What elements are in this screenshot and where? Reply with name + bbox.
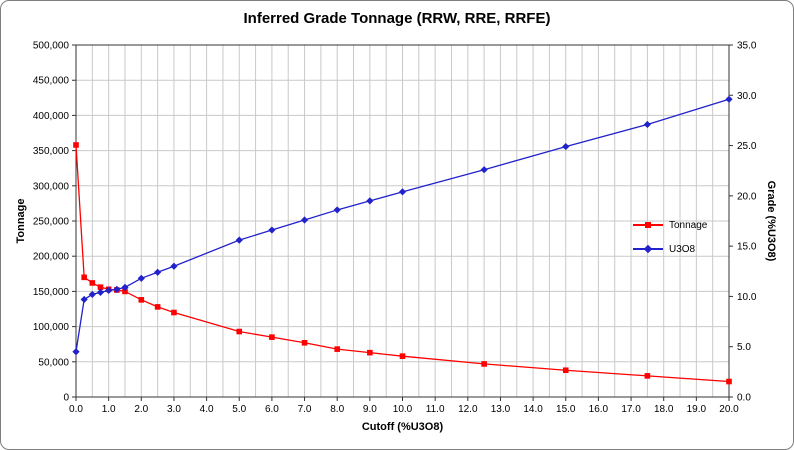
y-right-tick-label: 10.0 (737, 292, 757, 303)
x-tick-label: 0.0 (69, 404, 83, 415)
y-right-tick-label: 35.0 (737, 41, 757, 52)
u3o8-data-point (80, 295, 88, 304)
y-left-tick-label: 300,000 (33, 181, 70, 192)
x-tick-label: 4.0 (200, 404, 214, 415)
u3o8-data-point (121, 283, 129, 291)
x-tick-label: 13.0 (491, 404, 511, 415)
x-tick-label: 12.0 (458, 404, 478, 415)
x-tick-label: 3.0 (167, 404, 181, 415)
x-tick-label: 1.0 (102, 404, 116, 415)
y-right-tick-label: 0.0 (737, 393, 751, 404)
y-left-tick-label: 150,000 (33, 287, 70, 298)
tonnage-data-point (367, 349, 373, 356)
legend-entry-tonnage: Tonnage (633, 213, 707, 237)
u3o8-data-point (562, 142, 570, 151)
tonnage-data-point (334, 346, 340, 352)
u3o8-data-point (137, 274, 145, 282)
legend: Tonnage U3O8 (633, 213, 707, 261)
x-tick-label: 9.0 (363, 404, 377, 415)
x-tick-label: 5.0 (232, 404, 246, 415)
u3o8-data-point (96, 288, 105, 297)
legend-entry-u3o8: U3O8 (633, 237, 707, 261)
x-tick-label: 15.0 (556, 404, 576, 415)
tonnage-data-point (171, 309, 177, 316)
u3o8-data-point (170, 262, 178, 270)
y-left-tick-label: 250,000 (33, 217, 70, 228)
tonnage-data-point (481, 361, 487, 367)
y-right-tick-label: 20.0 (737, 191, 757, 202)
x-tick-label: 19.0 (687, 404, 707, 415)
u3o8-data-point (113, 285, 121, 293)
y-right-tick-label: 25.0 (737, 141, 757, 152)
chart-title: Inferred Grade Tonnage (RRW, RRE, RRFE) (243, 10, 551, 27)
tonnage-data-point (73, 142, 79, 148)
y-right-tick-label: 30.0 (737, 91, 757, 102)
x-tick-label: 20.0 (719, 404, 739, 415)
tonnage-data-point (562, 367, 569, 374)
y-left-tick-label: 400,000 (33, 111, 70, 122)
y-left-tick-label: 50,000 (38, 357, 69, 368)
y-left-tick-label: 450,000 (33, 76, 70, 87)
tonnage-data-point (154, 304, 161, 310)
x-tick-label: 10.0 (393, 404, 413, 415)
u3o8-data-point (398, 188, 407, 196)
x-tick-label: 18.0 (654, 404, 674, 415)
u3o8-data-point (366, 197, 374, 205)
tonnage-data-point (138, 297, 145, 303)
x-tick-label: 6.0 (265, 404, 279, 415)
tonnage-data-point (122, 288, 128, 295)
tonnage-data-point (89, 280, 96, 286)
tonnage-data-point (399, 353, 406, 359)
y-left-tick-label: 500,000 (33, 41, 70, 52)
x-tick-label: 17.0 (621, 404, 641, 415)
y-left-tick-label: 100,000 (33, 322, 70, 333)
x-tick-label: 7.0 (298, 404, 312, 415)
tonnage-legend-swatch (633, 220, 663, 230)
legend-label-tonnage: Tonnage (669, 219, 708, 231)
tonnage-data-point (726, 378, 732, 385)
x-tick-label: 8.0 (330, 404, 344, 415)
x-tick-label: 2.0 (134, 404, 148, 415)
y-left-tick-label: 350,000 (33, 146, 70, 157)
square-marker-icon (645, 222, 651, 228)
u3o8-data-point (725, 95, 733, 103)
u3o8-data-point (480, 166, 488, 174)
u3o8-data-point (333, 206, 341, 214)
u3o8-data-point (643, 120, 651, 129)
x-tick-label: 14.0 (523, 404, 543, 415)
tonnage-data-point (301, 339, 308, 346)
x-tick-label: 11.0 (426, 404, 445, 415)
tonnage-data-point (644, 373, 651, 379)
y-right-tick-label: 5.0 (737, 342, 751, 353)
u3o8-legend-swatch (633, 244, 663, 254)
u3o8-data-point (154, 268, 162, 276)
u3o8-data-point (268, 226, 276, 234)
tonnage-data-point (81, 274, 87, 281)
diamond-marker-icon (643, 244, 653, 254)
x-tick-label: 16.0 (589, 404, 609, 415)
y-right-tick-label: 15.0 (737, 242, 757, 253)
tonnage-data-point (236, 328, 243, 335)
y-left-axis-title: Tonnage (15, 198, 27, 244)
y-left-tick-label: 200,000 (33, 252, 70, 263)
u3o8-data-point (235, 236, 243, 244)
u3o8-data-point (105, 286, 113, 294)
y-left-tick-label: 0 (63, 393, 69, 404)
tonnage-data-point (269, 334, 275, 340)
u3o8-data-point (88, 290, 96, 299)
tonnage-data-point (97, 284, 104, 290)
legend-label-u3o8: U3O8 (669, 243, 696, 255)
x-axis-title: Cutoff (%U3O8) (361, 421, 444, 433)
u3o8-data-point (72, 348, 80, 356)
y-right-axis-title: Grade (%U3O8) (765, 180, 777, 262)
u3o8-data-point (300, 216, 309, 224)
